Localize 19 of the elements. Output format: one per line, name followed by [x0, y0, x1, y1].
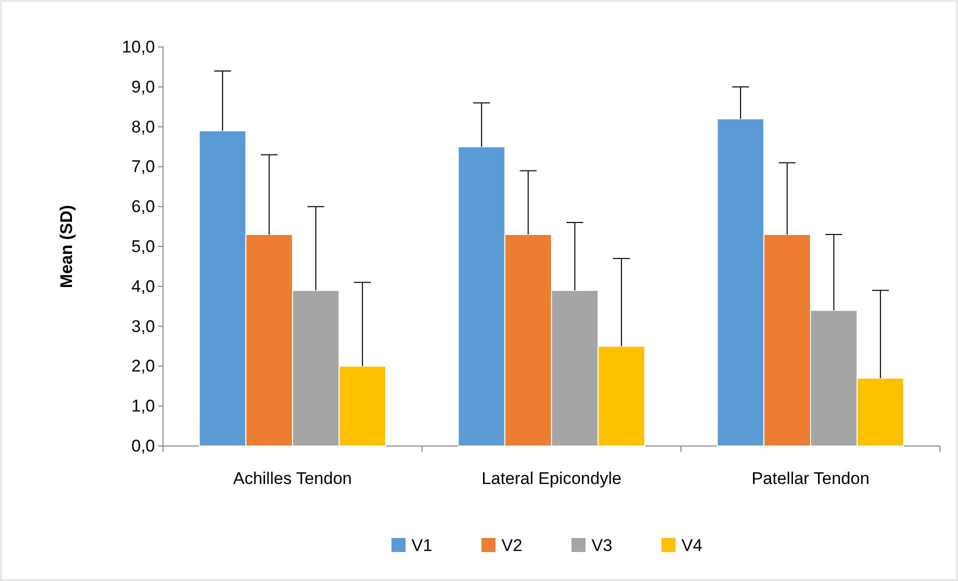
y-tick-label: 5,0: [131, 236, 155, 256]
y-tick-label: 7,0: [131, 157, 155, 176]
y-tick-label: 2,0: [131, 356, 155, 376]
y-tick-label: 1,0: [131, 396, 155, 416]
x-tick-label: Lateral Epicondyle: [482, 469, 622, 488]
y-tick-label: 3,0: [131, 316, 155, 336]
y-tick-label: 0,0: [131, 436, 155, 456]
x-tick-label: Achilles Tendon: [233, 469, 352, 488]
y-tick-label: 9,0: [131, 77, 155, 96]
x-tick-label: Patellar Tendon: [752, 469, 870, 488]
y-tick-label: 8,0: [131, 117, 155, 136]
legend-label: V2: [502, 536, 522, 555]
y-tick-label: 6,0: [131, 197, 155, 216]
y-tick-label: 4,0: [131, 276, 155, 296]
y-tick-label: 10,0: [122, 37, 155, 56]
legend-label: V3: [592, 536, 612, 555]
legend-label: V4: [682, 536, 702, 555]
y-axis-title: Mean (SD): [57, 204, 76, 288]
legend-label: V1: [412, 536, 432, 555]
